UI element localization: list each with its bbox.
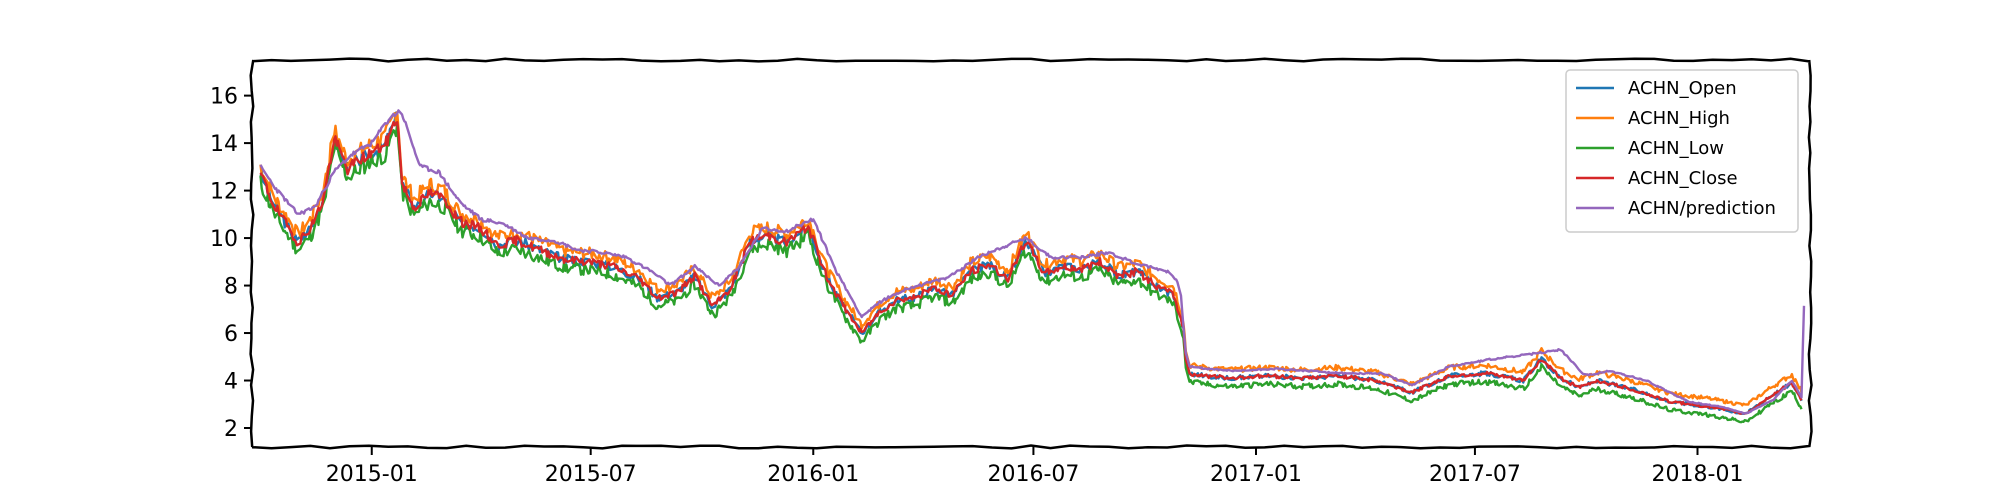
- y-tick-label-6: 6: [224, 322, 238, 347]
- x-tick-label-2016-01: 2016-01: [767, 462, 859, 487]
- legend-label-achn-close: ACHN_Close: [1628, 168, 1738, 189]
- y-tick-label-14: 14: [210, 132, 238, 157]
- plot-frame: [249, 57, 1813, 450]
- x-tick-label-2017-07: 2017-07: [1429, 462, 1521, 487]
- series-layer: [259, 109, 1806, 424]
- series-line-achn-prediction: [259, 109, 1806, 415]
- y-tick-label-16: 16: [210, 85, 238, 110]
- x-tick-label-2015-01: 2015-01: [326, 462, 418, 487]
- series-line-achn-low: [259, 122, 1803, 424]
- x-tick-label-2016-07: 2016-07: [987, 462, 1079, 487]
- y-tick-label-2: 2: [224, 417, 238, 442]
- y-tick-label-12: 12: [210, 180, 238, 205]
- legend-label-achn-high: ACHN_High: [1628, 108, 1730, 129]
- legend: ACHN_Open ACHN_High ACHN_Low ACHN_Close ACHN…: [1565, 69, 1799, 233]
- y-tick-label-4: 4: [224, 370, 238, 395]
- legend-label-achn-open: ACHN_Open: [1628, 78, 1737, 99]
- legend-label-achn-prediction: ACHN/prediction: [1628, 198, 1776, 219]
- x-tick-label-2017-01: 2017-01: [1210, 462, 1302, 487]
- x-tick-label-2018-01: 2018-01: [1652, 462, 1744, 487]
- series-line-achn-close: [259, 120, 1803, 415]
- y-tick-label-8: 8: [224, 275, 238, 300]
- x-tick-label-2015-07: 2015-07: [545, 462, 637, 487]
- legend-box: [1565, 69, 1799, 233]
- y-axis: 2 4 6 8 10 12 14 16: [210, 85, 252, 442]
- legend-label-achn-low: ACHN_Low: [1628, 138, 1724, 159]
- x-axis: 2015-01 2015-07 2016-01 2016-07 2017-01 2017-…: [326, 447, 1744, 487]
- y-tick-label-10: 10: [210, 227, 238, 252]
